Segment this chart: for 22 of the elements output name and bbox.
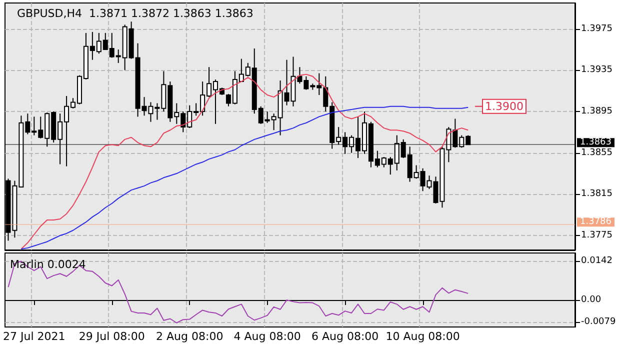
ref-line-label: 1.3786 [580,217,612,228]
x-tick-label: 29 Jul 08:00 [78,330,145,343]
x-tick-label: 2 Aug 08:00 [156,330,224,343]
x-tick-label: 27 Jul 2021 [3,330,66,343]
y-tick-label: -0.0079 [581,316,616,327]
x-tick-label: 4 Aug 08:00 [234,330,301,343]
ref-line-label: 1.3863 [580,138,612,148]
line-series [8,260,469,324]
y-tick-label: 0.0142 [581,256,612,266]
line-series [20,106,469,250]
x-tick-label: 10 Aug 08:00 [386,330,460,343]
y-tick-label: 1.3935 [581,65,612,76]
y-tick-label: 1.3895 [581,106,612,117]
y-tick-label: 1.3815 [581,189,612,200]
annotation: 1.3900 [485,100,524,113]
chart-title: GBPUSD,H4 1.3871 1.3872 1.3863 1.3863 [17,7,254,20]
line-series [20,74,469,250]
y-tick-label: 1.3775 [581,230,612,241]
y-tick-label: 1.3855 [581,148,612,158]
y-tick-label: 0.00 [581,295,602,306]
x-tick-label: 6 Aug 08:00 [311,330,379,343]
y-tick-label: 1.3975 [581,24,612,34]
